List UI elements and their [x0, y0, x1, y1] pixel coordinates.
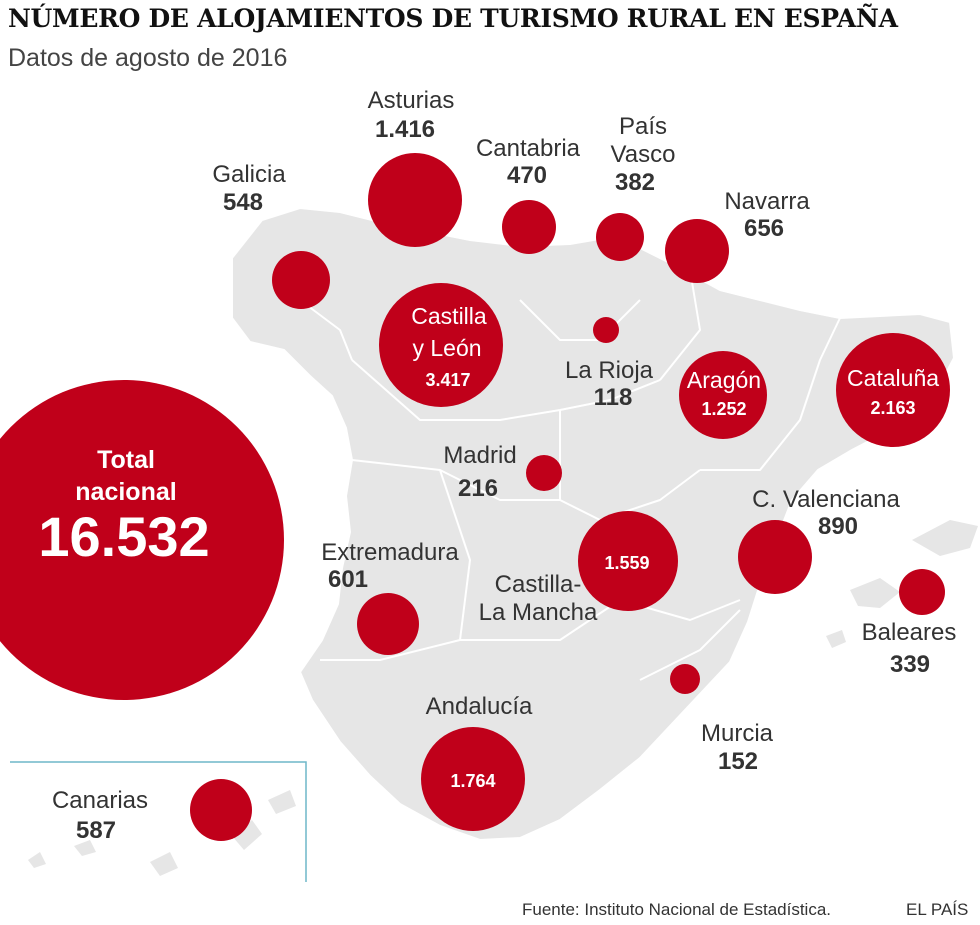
value-c-valenciana: 890 [818, 513, 858, 540]
bubble-c-valenciana [738, 520, 812, 594]
label-extremadura: Extremadura [321, 539, 459, 566]
bubble-asturias [368, 153, 462, 247]
region-labels: Galicia 548 Asturias 1.416 Cantabria 470… [52, 87, 956, 844]
chart-title: NÚMERO DE ALOJAMIENTOS DE TURISMO RURAL … [8, 4, 898, 33]
total-value: 16.532 [38, 505, 209, 568]
label-canarias: Canarias [52, 787, 148, 814]
label-aragon: Aragón [687, 367, 761, 393]
bubble-total [0, 380, 284, 700]
label-murcia: Murcia [701, 720, 774, 747]
bubble-murcia [670, 664, 700, 694]
brand-logo-text: EL PAÍS [906, 900, 969, 919]
label-castilla-leon-2: y León [412, 335, 481, 361]
value-asturias: 1.416 [375, 116, 435, 143]
bubble-galicia [272, 251, 330, 309]
in-bubble-labels: Castilla y León 3.417 Aragón 1.252 Catal… [411, 303, 939, 791]
label-cantabria: Cantabria [476, 135, 581, 162]
bubble-baleares [899, 569, 945, 615]
chart-subtitle: Datos de agosto de 2016 [8, 44, 288, 72]
bubble-layer [0, 153, 950, 841]
bubble-pais-vasco [596, 213, 644, 261]
bubble-la-rioja [593, 317, 619, 343]
bubble-canarias [190, 779, 252, 841]
label-cataluna: Cataluña [847, 365, 939, 391]
value-baleares: 339 [890, 651, 930, 678]
total-label-line1: Total [97, 446, 155, 474]
baleares-land [826, 520, 978, 648]
label-pais-vasco-2: Vasco [611, 141, 676, 168]
canarias-inset [10, 761, 307, 882]
label-galicia: Galicia [212, 161, 286, 188]
value-murcia: 152 [718, 748, 758, 775]
value-canarias: 587 [76, 817, 116, 844]
label-madrid: Madrid [443, 442, 516, 469]
label-asturias: Asturias [368, 87, 455, 114]
label-castilla-la-mancha-2: La Mancha [479, 599, 598, 626]
label-castilla-la-mancha-1: Castilla- [495, 571, 582, 598]
value-castilla-la-mancha: 1.559 [604, 553, 649, 573]
label-la-rioja: La Rioja [565, 357, 654, 384]
bubble-cantabria [502, 200, 556, 254]
value-aragon: 1.252 [701, 399, 746, 419]
value-extremadura: 601 [328, 566, 368, 593]
bubble-andalucia [421, 727, 525, 831]
bubble-aragon [679, 351, 767, 439]
bubble-castilla-leon [379, 283, 503, 407]
bubble-navarra [665, 219, 729, 283]
value-madrid: 216 [458, 475, 498, 502]
value-cataluna: 2.163 [870, 398, 915, 418]
value-castilla-leon: 3.417 [425, 370, 470, 390]
label-baleares: Baleares [862, 619, 957, 646]
value-galicia: 548 [223, 189, 263, 216]
total-label-line2: nacional [75, 478, 176, 506]
source-note: Fuente: Instituto Nacional de Estadístic… [522, 900, 832, 919]
value-pais-vasco: 382 [615, 169, 655, 196]
label-andalucia: Andalucía [426, 693, 533, 720]
label-pais-vasco-1: País [619, 113, 667, 140]
value-andalucia: 1.764 [450, 771, 495, 791]
value-navarra: 656 [744, 215, 784, 242]
bubble-cataluna [836, 333, 950, 447]
total-label: Total nacional 16.532 [38, 446, 209, 568]
bubble-extremadura [357, 593, 419, 655]
value-la-rioja: 118 [594, 384, 633, 411]
label-navarra: Navarra [724, 188, 810, 215]
bubble-castilla-la-mancha [578, 511, 678, 611]
label-castilla-leon-1: Castilla [411, 303, 487, 329]
bubble-madrid [526, 455, 562, 491]
label-c-valenciana: C. Valenciana [752, 486, 900, 513]
value-cantabria: 470 [507, 162, 547, 189]
